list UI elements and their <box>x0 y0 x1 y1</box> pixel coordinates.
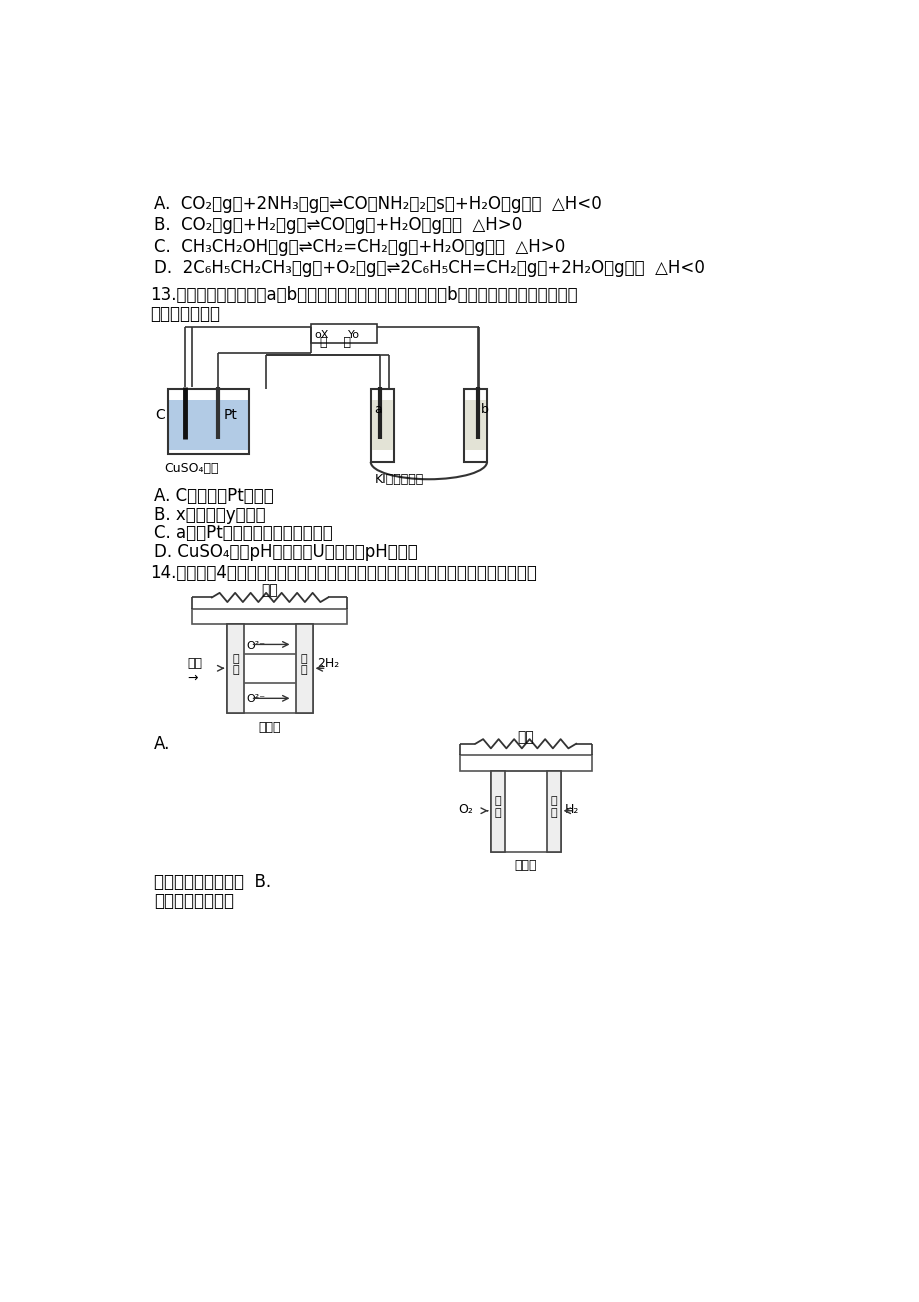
Text: KI和淀粉溶液: KI和淀粉溶液 <box>374 474 424 487</box>
Text: O₂: O₂ <box>458 803 472 816</box>
Text: 碱性氢氧燃料电池: 碱性氢氧燃料电池 <box>153 892 233 910</box>
Bar <box>491 771 505 852</box>
Text: →: → <box>187 672 198 685</box>
Text: 14.　有下关4种燃料电池的工作原理示意图，其中正极反应的产物为水的是（　　）: 14. 有下关4种燃料电池的工作原理示意图，其中正极反应的产物为水的是（ ） <box>150 564 536 582</box>
Text: b: b <box>481 402 488 415</box>
Text: 13.　如图所示装置中，a、b都是惰性电极，通电一段时间后，b极附近呼蓝色。下列说法正: 13. 如图所示装置中，a、b都是惰性电极，通电一段时间后，b极附近呼蓝色。下列… <box>150 285 577 303</box>
Text: 电
极: 电 极 <box>550 796 556 818</box>
Text: C.  CH₃CH₂OH（g）⇌CH₂=CH₂（g）+H₂O（g）；  △H>0: C. CH₃CH₂OH（g）⇌CH₂=CH₂（g）+H₂O（g）； △H>0 <box>153 238 564 256</box>
Bar <box>546 771 560 852</box>
Bar <box>311 324 377 342</box>
Text: 电
极: 电 极 <box>494 796 501 818</box>
Text: 负载: 负载 <box>516 730 534 743</box>
Bar <box>370 389 393 462</box>
Text: Pt: Pt <box>223 408 237 422</box>
Text: 固化氧化物燃料电池  B.: 固化氧化物燃料电池 B. <box>153 874 270 891</box>
Text: Yo: Yo <box>348 331 360 340</box>
Bar <box>227 625 312 713</box>
Text: 电    源: 电 源 <box>320 336 351 349</box>
Text: 电解质: 电解质 <box>514 859 537 872</box>
Text: oX: oX <box>313 331 328 340</box>
Text: 空气: 空气 <box>187 656 202 669</box>
Text: a: a <box>374 402 382 415</box>
Text: CuSO₄溶液: CuSO₄溶液 <box>164 462 218 475</box>
Bar <box>295 625 312 713</box>
Bar <box>464 400 486 450</box>
Text: O²⁻: O²⁻ <box>246 694 266 704</box>
Text: 2H₂: 2H₂ <box>317 656 339 669</box>
Text: B. x是负极，y是正极: B. x是负极，y是正极 <box>153 505 265 523</box>
Text: 负载: 负载 <box>261 583 278 598</box>
Text: B.  CO₂（g）+H₂（g）⇌CO（g）+H₂O（g）；  △H>0: B. CO₂（g）+H₂（g）⇌CO（g）+H₂O（g）； △H>0 <box>153 216 521 234</box>
Text: 确的是（　　）: 确的是（ ） <box>150 305 220 323</box>
Bar <box>463 389 486 462</box>
Bar <box>460 755 591 771</box>
Text: C: C <box>155 408 165 422</box>
Bar <box>167 389 249 454</box>
Text: A.: A. <box>153 734 170 753</box>
Bar <box>371 400 392 450</box>
Bar <box>192 609 347 625</box>
Text: 电解质: 电解质 <box>258 720 281 733</box>
Bar <box>491 771 560 852</box>
Text: D. CuSO₄溶液pH値不变，U形管溶液pH値增大: D. CuSO₄溶液pH値不变，U形管溶液pH値增大 <box>153 543 417 561</box>
Text: A.  CO₂（g）+2NH₃（g）⇌CO（NH₂）₂（s）+H₂O（g）；  △H<0: A. CO₂（g）+2NH₃（g）⇌CO（NH₂）₂（s）+H₂O（g）； △H… <box>153 195 601 212</box>
Text: O²⁻: O²⁻ <box>246 641 266 651</box>
Bar <box>227 625 244 713</box>
Bar <box>168 400 248 450</box>
Text: D.  2C₆H₅CH₂CH₃（g）+O₂（g）⇌2C₆H₅CH=CH₂（g）+2H₂O（g）；  △H<0: D. 2C₆H₅CH₂CH₃（g）+O₂（g）⇌2C₆H₅CH=CH₂（g）+2… <box>153 259 704 277</box>
Text: H₂: H₂ <box>564 803 578 816</box>
Text: 电
极: 电 极 <box>233 654 239 676</box>
Text: C. a极和Pt产生气体的物质的量相同: C. a极和Pt产生气体的物质的量相同 <box>153 525 332 543</box>
Text: A. C是阳极，Pt是阴极: A. C是阳极，Pt是阴极 <box>153 487 273 505</box>
Text: 电
极: 电 极 <box>301 654 307 676</box>
